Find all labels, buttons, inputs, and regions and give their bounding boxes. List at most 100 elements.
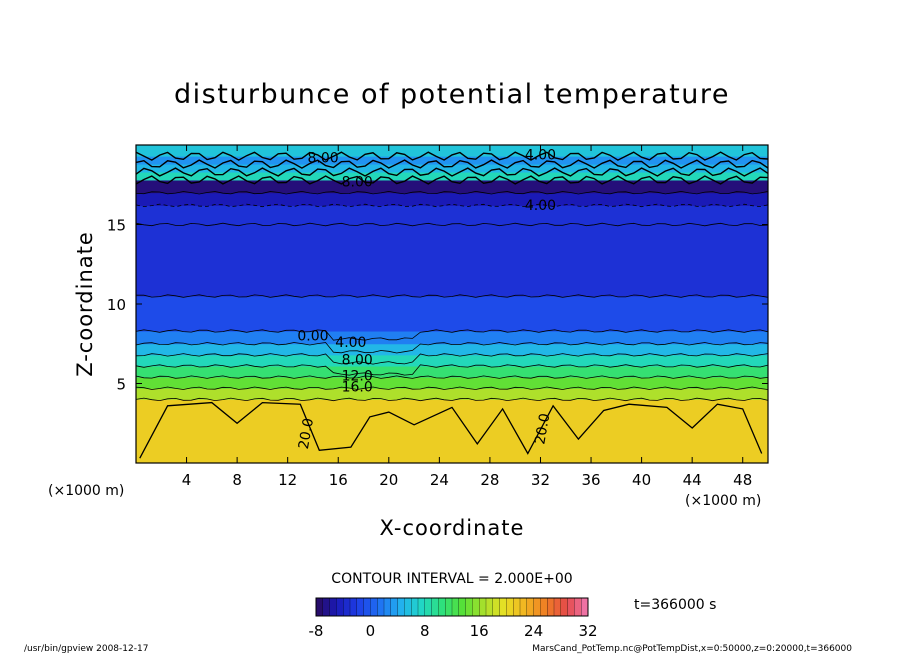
colorbar-cell-27 <box>499 597 507 617</box>
plot-area: 8.00 4.008.004.000.00 4.008.0012.016.020.0… <box>135 144 769 464</box>
chart-title: disturbunce of potential temperature <box>174 79 730 110</box>
x-axis-label: X-coordinate <box>380 516 525 540</box>
colorbar-cell-14 <box>411 597 419 617</box>
contour-line-14 <box>135 151 769 161</box>
y-axis-label: Z-coordinate <box>73 231 97 377</box>
colorbar-cell-16 <box>424 597 433 617</box>
contour-line-0 <box>135 397 769 402</box>
contour-label-5: 4.00 <box>335 335 366 351</box>
y-tick-label-0: 5 <box>116 376 126 394</box>
contour-line-20 <box>139 401 763 459</box>
colorbar-cell-20 <box>451 597 460 617</box>
colorbar-frame <box>315 597 589 617</box>
colorbar-cell-10 <box>383 597 392 617</box>
colorbar-cell-3 <box>336 597 344 617</box>
colorbar-cell-36 <box>560 597 569 617</box>
contour-line-9 <box>135 203 769 208</box>
colorbar-cell-13 <box>404 597 412 617</box>
contour-line-11 <box>135 175 769 185</box>
colorbar-cell-37 <box>567 597 575 617</box>
field-band-6 <box>136 331 768 345</box>
field-band-9 <box>136 205 768 225</box>
y-tick-label-2: 15 <box>107 217 126 235</box>
field-band-13 <box>136 164 768 173</box>
colorbar-cell-30 <box>519 597 528 617</box>
x-tick-label-10: 44 <box>683 471 702 489</box>
contour-label-4: 0.00 <box>297 329 328 345</box>
colorbar <box>315 597 589 617</box>
colorbar-cell-21 <box>458 597 467 617</box>
contour-label-3: 4.00 <box>525 198 556 214</box>
contour-line-10 <box>135 190 769 195</box>
colorbar-cell-12 <box>397 597 405 617</box>
colorbar-cell-7 <box>363 597 371 617</box>
contour-layer <box>135 151 769 459</box>
colorbar-cell-4 <box>343 597 351 617</box>
contour-label-8: 16.0 <box>342 379 373 395</box>
field-band-3 <box>136 366 768 378</box>
contour-line-5 <box>135 342 769 354</box>
contour-label-1: 4.00 <box>525 147 556 163</box>
y-tick-layer: 5 10 15 <box>107 217 768 394</box>
colorbar-cell-32 <box>533 597 541 617</box>
colorbar-cell-23 <box>472 597 480 617</box>
contour-line-7 <box>136 294 769 298</box>
colorbar-cell-0 <box>315 597 324 617</box>
x-tick-label-6: 28 <box>480 471 499 489</box>
contour-label-10: 20.0 <box>532 412 553 445</box>
colorbar-cell-38 <box>574 597 582 617</box>
colorbar-cell-35 <box>553 597 562 617</box>
x-tick-label-7: 32 <box>531 471 550 489</box>
x-tick-label-9: 40 <box>632 471 651 489</box>
colorbar-tick-label-0: -8 <box>309 622 324 640</box>
x-tick-label-0: 4 <box>182 471 192 489</box>
contour-line-3 <box>135 364 769 376</box>
time-stamp: t=366000 s <box>634 597 716 613</box>
colorbar-cell-24 <box>479 597 487 617</box>
colorbar-cell-28 <box>506 597 514 617</box>
x-tick-label-1: 8 <box>232 471 242 489</box>
field-band-14 <box>136 156 768 165</box>
colorbar-tick-label-3: 16 <box>470 622 489 640</box>
field-band-8 <box>136 224 768 297</box>
field-band-4 <box>136 354 768 367</box>
field-band-0 <box>136 399 768 464</box>
colorbar-cell-5 <box>349 597 358 617</box>
colorbar-cell-29 <box>513 597 521 617</box>
contour-label-layer: 8.00 4.008.004.000.00 4.008.0012.016.020.0… <box>296 147 556 450</box>
contour-label-9: 20.0 <box>296 417 317 450</box>
colorbar-cell-9 <box>377 597 385 617</box>
x-tick-layer: 4 8 12 16 20 24 28 32 36 40 44 48 <box>182 145 752 489</box>
footer-right: MarsCand_PotTemp.nc@PotTempDist,x=0:5000… <box>532 644 852 654</box>
field-band-15 <box>136 145 768 157</box>
colorbar-cell-34 <box>547 597 555 617</box>
x-tick-label-8: 36 <box>581 471 600 489</box>
contour-line-6 <box>135 329 769 341</box>
colorbar-tick-label-1: 0 <box>366 622 376 640</box>
contour-line-12 <box>135 167 769 177</box>
colorbar-tick-label-5: 32 <box>578 622 597 640</box>
contour-label-7: 12.0 <box>342 368 373 384</box>
colorbar-cell-15 <box>417 597 426 617</box>
contour-line-1 <box>135 386 769 390</box>
field-band-11 <box>136 179 768 194</box>
x-tick-label-5: 24 <box>430 471 449 489</box>
field-band-10 <box>136 192 768 206</box>
field-band-7 <box>136 296 768 332</box>
colorbar-cell-31 <box>526 597 535 617</box>
x-unit-label-right: (×1000 m) <box>685 493 761 509</box>
colorbar-cell-11 <box>390 597 399 617</box>
x-tick-label-11: 48 <box>733 471 752 489</box>
colorbar-tick-layer: -8 0 8 16 24 32 <box>309 622 598 640</box>
colorbar-cell-33 <box>540 597 548 617</box>
colorbar-cell-6 <box>356 597 365 617</box>
contour-label-0: 8.00 <box>307 150 338 166</box>
colorbar-cell-17 <box>431 597 439 617</box>
field-band-5 <box>136 343 768 356</box>
contour-line-2 <box>135 375 769 379</box>
colorbar-cell-19 <box>445 597 453 617</box>
colorbar-cell-8 <box>370 597 378 617</box>
colorbar-cell-1 <box>322 597 331 617</box>
colorbar-cell-26 <box>492 597 501 617</box>
